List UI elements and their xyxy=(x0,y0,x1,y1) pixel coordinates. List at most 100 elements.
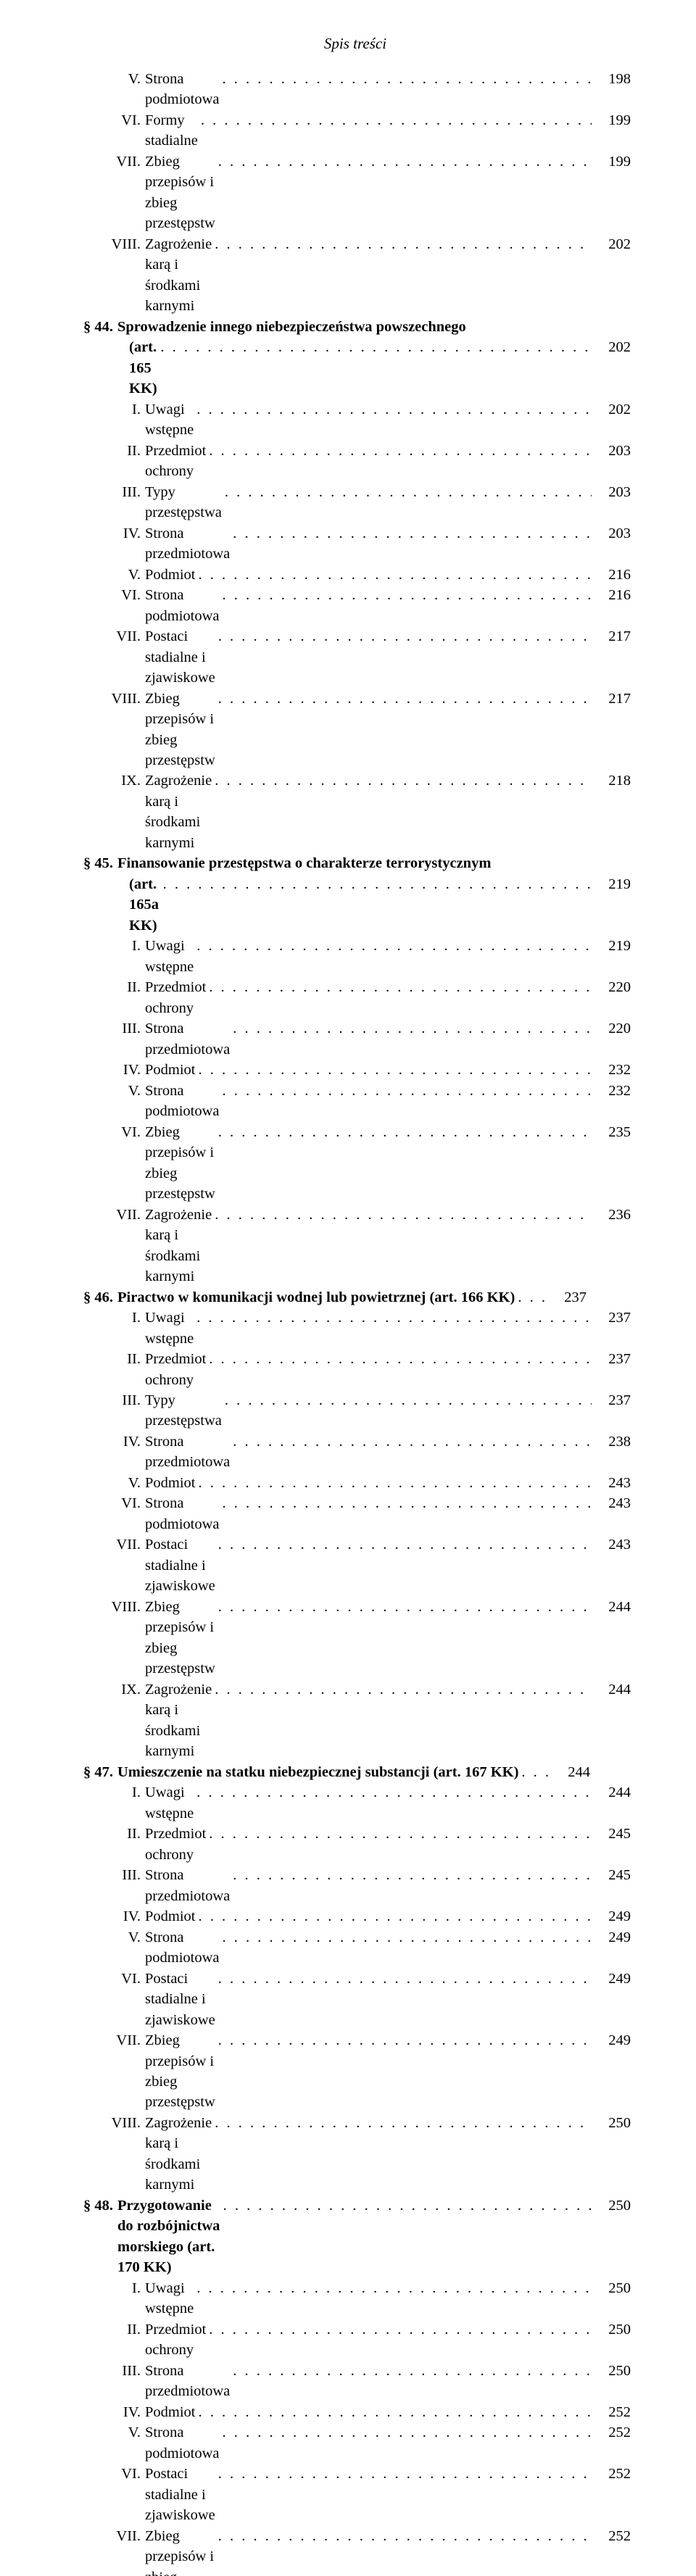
toc-entry-title: Przedmiot ochrony xyxy=(145,1349,206,1390)
toc-entry-page: 203 xyxy=(592,482,631,502)
toc-entry-number: IV. xyxy=(116,1060,145,1080)
toc-entry: I.Uwagi wstępne. . . . . . . . . . . . .… xyxy=(80,399,631,441)
toc-entry-page: 202 xyxy=(592,234,631,254)
toc-entry-number: VII. xyxy=(110,626,145,647)
toc-leader-dots: . . . . . . . . . . . . . . . . . . . . … xyxy=(215,2030,592,2051)
toc-entry-number: VIII. xyxy=(106,689,145,709)
toc-entry-page: 245 xyxy=(592,1824,631,1844)
toc-entry-title: Zagrożenie karą i środkami karnymi xyxy=(145,2113,212,2195)
toc-entry-page: 250 xyxy=(592,2113,631,2133)
toc-entry-number: V. xyxy=(122,1473,145,1493)
toc-entry: I.Uwagi wstępne. . . . . . . . . . . . .… xyxy=(80,936,631,977)
toc-entry: I.Uwagi wstępne. . . . . . . . . . . . .… xyxy=(80,1308,631,1349)
toc-entry-number: § 47. xyxy=(80,1762,117,1782)
toc-leader-dots: . . . . . . . . . . . . . . . . . . . . … xyxy=(230,2361,592,2381)
toc-leader-dots: . . . . . . . . . . . . . . . . . . . . … xyxy=(194,936,592,956)
toc-leader-dots: . . . . . . . . . . . . . . . . . . . . … xyxy=(230,523,592,544)
toc-entry-page: 244 xyxy=(592,1679,631,1700)
toc-entry: V.Podmiot. . . . . . . . . . . . . . . .… xyxy=(80,1473,631,1493)
toc-leader-dots: . . . . . . . . . . . . . . . . . . . . … xyxy=(194,1782,592,1803)
toc-entry-title: Strona przedmiotowa xyxy=(145,1865,230,1906)
toc-entry-title: Strona przedmiotowa xyxy=(145,1432,230,1473)
toc-entry-number: VII. xyxy=(106,151,145,172)
toc-entry: IV.Podmiot. . . . . . . . . . . . . . . … xyxy=(80,2402,631,2422)
toc-entry: VII.Postaci stadialne i zjawiskowe. . . … xyxy=(80,1534,631,1596)
toc-entry-number: VI. xyxy=(116,585,145,605)
toc-entry-title: Finansowanie przestępstwa o charakterze … xyxy=(117,853,491,873)
toc-entry: VII.Postaci stadialne i zjawiskowe. . . … xyxy=(80,626,631,688)
toc-entry-page: 198 xyxy=(592,69,631,89)
toc-entry-number: II. xyxy=(122,441,145,461)
toc-entry-title: Podmiot xyxy=(145,1060,196,1080)
toc-entry-number: V. xyxy=(122,565,145,585)
toc-entry-number: I. xyxy=(122,2278,145,2298)
toc-entry-number: I. xyxy=(122,1308,145,1328)
toc-entry: IX.Zagrożenie karą i środkami karnymi. .… xyxy=(80,1679,631,1762)
toc-leader-dots: . . . . . . . . . . . . . . . . . . . . … xyxy=(222,482,592,502)
toc-entry-title: Strona przedmiotowa xyxy=(145,1018,230,1060)
toc-entry-title: Podmiot xyxy=(145,1473,196,1493)
toc-leader-dots: . . . . . . . . . . . . . . . . . . . . … xyxy=(206,1349,592,1369)
toc-leader-dots: . . . . . . . . . . . . . . . . . . . . … xyxy=(196,2402,592,2422)
toc-leader-dots: . . . . . . . . . . . . . . . . . . . . … xyxy=(215,626,592,647)
toc-entry-number: VI. xyxy=(116,1493,145,1513)
toc-entry-title: Formy stadialne xyxy=(145,110,198,151)
toc-entry-title: Podmiot xyxy=(145,1906,196,1927)
toc-entry-title: Postaci stadialne i zjawiskowe xyxy=(145,1969,215,2030)
toc-entry-page: 232 xyxy=(592,1060,631,1080)
toc-entry-number: IV. xyxy=(116,523,145,544)
toc-entry-page: 216 xyxy=(592,565,631,585)
toc-entry-page: 250 xyxy=(592,2319,631,2340)
toc-entry-number: I. xyxy=(122,936,145,956)
toc-leader-dots: . . . . . . . . . . . . . . . . . . . . … xyxy=(206,1824,592,1844)
toc-entry: § 44.Sprowadzenie innego niebezpieczeńst… xyxy=(80,317,631,337)
toc-entry-title: Podmiot xyxy=(145,565,196,585)
toc-entry: III.Typy przestępstwa. . . . . . . . . .… xyxy=(80,1390,631,1432)
toc-entry-number: IV. xyxy=(116,1906,145,1927)
toc-entry-page: 217 xyxy=(592,626,631,647)
toc-leader-dots: . . . . . . . . . . . . . . . . . . . . … xyxy=(196,1060,592,1080)
toc-entry: II.Przedmiot ochrony. . . . . . . . . . … xyxy=(80,2319,631,2361)
toc-entry: VII.Zbieg przepisów i zbieg przestępstw.… xyxy=(80,2030,631,2113)
toc-entry-title: Typy przestępstwa xyxy=(145,482,222,523)
toc-entry: V.Strona podmiotowa. . . . . . . . . . .… xyxy=(80,1081,631,1122)
toc-entry: IV.Strona przedmiotowa. . . . . . . . . … xyxy=(80,1432,631,1473)
table-of-contents: V.Strona podmiotowa. . . . . . . . . . .… xyxy=(80,69,631,2576)
toc-entry: III.Strona przedmiotowa. . . . . . . . .… xyxy=(80,1018,631,1060)
toc-entry-title: Zbieg przepisów i zbieg przestępstw xyxy=(145,689,215,771)
toc-entry-number: § 46. xyxy=(80,1287,117,1308)
toc-entry-title: Przedmiot ochrony xyxy=(145,441,206,482)
toc-leader-dots: . . . . . . . . . . . . . . . . . . . . … xyxy=(215,1597,592,1617)
toc-leader-dots: . . . . . . . . . . . . . . . . . . . . … xyxy=(219,2422,592,2443)
toc-entry-page: 217 xyxy=(592,689,631,709)
toc-leader-dots: . . . . . . . . . . . . . . . . . . . . … xyxy=(206,2319,592,2340)
toc-entry-title: Zagrożenie karą i środkami karnymi xyxy=(145,234,212,317)
toc-entry-number: § 45. xyxy=(80,853,117,873)
toc-entry-page: 244 xyxy=(592,1597,631,1617)
toc-entry-title: Typy przestępstwa xyxy=(145,1390,222,1432)
toc-entry-page: 203 xyxy=(592,441,631,461)
toc-leader-dots: . . . . . . . . . . . . . . . . . . . . … xyxy=(219,1927,592,1948)
toc-entry-page: 252 xyxy=(592,2422,631,2443)
toc-entry-number: VIII. xyxy=(106,1597,145,1617)
toc-entry-page: 199 xyxy=(592,110,631,130)
toc-entry-title: Strona podmiotowa xyxy=(145,2422,219,2464)
toc-entry-number: VII. xyxy=(110,1205,145,1225)
toc-entry: VI.Formy stadialne. . . . . . . . . . . … xyxy=(80,110,631,151)
toc-entry: II.Przedmiot ochrony. . . . . . . . . . … xyxy=(80,1349,631,1390)
toc-entry-page: 237 xyxy=(592,1308,631,1328)
toc-entry: VIII.Zbieg przepisów i zbieg przestępstw… xyxy=(80,1597,631,1679)
toc-entry-title: Postaci stadialne i zjawiskowe xyxy=(145,1534,215,1596)
toc-entry-number: III. xyxy=(116,1390,145,1410)
toc-entry-page: 238 xyxy=(592,1432,631,1452)
toc-entry-page: 237 xyxy=(592,1349,631,1369)
toc-entry-page: 237 xyxy=(547,1287,587,1308)
toc-entry-number: IV. xyxy=(116,2402,145,2422)
toc-entry: II.Przedmiot ochrony. . . . . . . . . . … xyxy=(80,441,631,482)
toc-entry-page: 245 xyxy=(592,1865,631,1885)
toc-entry-page: 218 xyxy=(592,770,631,791)
toc-entry-page: 250 xyxy=(592,2361,631,2381)
toc-entry-title: Podmiot xyxy=(145,2402,196,2422)
toc-entry-title: Strona przedmiotowa xyxy=(145,2361,230,2402)
toc-entry-title: Piractwo w komunikacji wodnej lub powiet… xyxy=(117,1287,515,1308)
